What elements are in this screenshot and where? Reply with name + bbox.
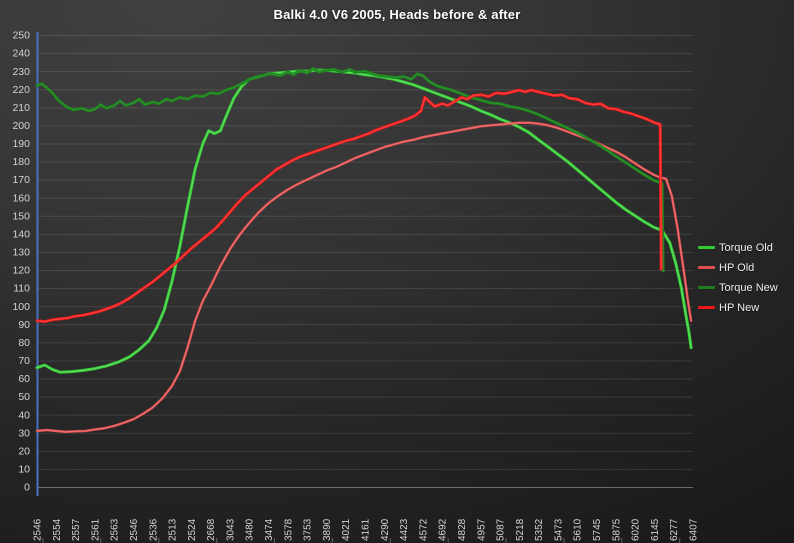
svg-text:3578: 3578 [283,518,294,541]
legend-label: HP New [719,301,760,314]
svg-text:6145: 6145 [650,518,661,541]
svg-text:2561: 2561 [90,518,101,541]
svg-text:2563: 2563 [110,518,121,541]
legend-item-hp-old[interactable]: HP Old [698,260,778,275]
x-axis-ticks [42,538,681,543]
legend-item-torque-new[interactable]: Torque New [698,280,778,295]
svg-text:190: 190 [12,138,30,150]
svg-text:100: 100 [12,301,30,313]
legend-swatch [698,246,715,249]
svg-text:2524: 2524 [187,518,198,541]
series-line-torque-new [35,66,665,273]
svg-text:4828: 4828 [457,518,468,541]
svg-text:90: 90 [18,319,30,331]
legend-swatch [698,266,715,269]
legend-item-torque-old[interactable]: Torque Old [698,240,778,255]
svg-text:5473: 5473 [553,518,564,541]
legend-swatch [698,306,715,309]
svg-text:4161: 4161 [361,518,372,541]
svg-text:30: 30 [18,427,30,439]
legend-swatch [698,286,715,289]
svg-text:230: 230 [12,66,30,78]
series-line-torque-old [35,68,693,374]
series-line-hp-old [35,121,693,434]
svg-text:150: 150 [12,210,30,222]
svg-text:10: 10 [18,464,30,476]
svg-text:110: 110 [13,283,30,295]
svg-text:4572: 4572 [418,518,429,541]
svg-text:5875: 5875 [611,518,622,541]
svg-text:140: 140 [12,228,30,240]
svg-text:0: 0 [24,482,30,494]
svg-text:2557: 2557 [71,518,82,541]
svg-text:5745: 5745 [592,518,603,541]
chart-title: Balki 4.0 V6 2005, Heads before & after [273,7,521,22]
svg-text:4957: 4957 [476,518,487,541]
svg-text:6020: 6020 [631,518,642,541]
svg-text:5610: 5610 [573,518,584,541]
svg-text:3753: 3753 [303,518,314,541]
svg-text:170: 170 [12,174,30,186]
x-axis-labels: 2546 2554 2557 2561 2563 2546 2536 2513 2524 2668… [33,518,700,541]
svg-text:220: 220 [12,84,30,96]
series-line-hp-new [35,88,663,324]
svg-text:5087: 5087 [496,518,507,541]
svg-text:180: 180 [12,156,30,168]
svg-text:80: 80 [18,337,30,349]
legend-item-hp-new[interactable]: HP New [698,300,778,315]
svg-text:3474: 3474 [264,518,275,541]
svg-text:2546: 2546 [129,518,140,541]
svg-text:2554: 2554 [52,518,63,541]
svg-text:250: 250 [12,30,30,42]
svg-text:50: 50 [18,391,30,403]
svg-text:130: 130 [12,247,30,259]
svg-text:5218: 5218 [515,518,526,541]
svg-text:3480: 3480 [245,518,256,541]
svg-text:160: 160 [12,192,30,204]
svg-text:2546: 2546 [33,518,44,541]
svg-text:2668: 2668 [206,518,217,541]
svg-text:200: 200 [12,120,30,132]
svg-text:2536: 2536 [148,518,159,541]
svg-text:6407: 6407 [689,518,700,541]
svg-text:3043: 3043 [225,518,236,541]
svg-text:70: 70 [18,355,30,367]
svg-text:4423: 4423 [399,518,410,541]
svg-text:3890: 3890 [322,518,333,541]
legend-label: HP Old [719,261,755,274]
svg-text:210: 210 [12,102,30,114]
legend-label: Torque New [719,281,778,294]
svg-text:120: 120 [12,265,30,277]
gridlines [37,35,693,488]
chart-legend: Torque Old HP Old Torque New HP New [698,240,778,315]
svg-text:60: 60 [18,373,30,385]
svg-text:4290: 4290 [380,518,391,541]
svg-text:40: 40 [18,409,30,421]
y-axis-labels: 0 10 20 30 40 50 60 70 80 90 100 110 120 130 140 150 160… [12,30,30,494]
svg-text:2513: 2513 [168,518,179,541]
svg-text:4692: 4692 [438,518,449,541]
svg-text:6277: 6277 [669,518,680,541]
svg-text:5352: 5352 [534,518,545,541]
svg-text:4021: 4021 [341,518,352,541]
legend-label: Torque Old [719,241,773,254]
svg-text:240: 240 [12,48,30,60]
svg-text:20: 20 [18,445,30,457]
